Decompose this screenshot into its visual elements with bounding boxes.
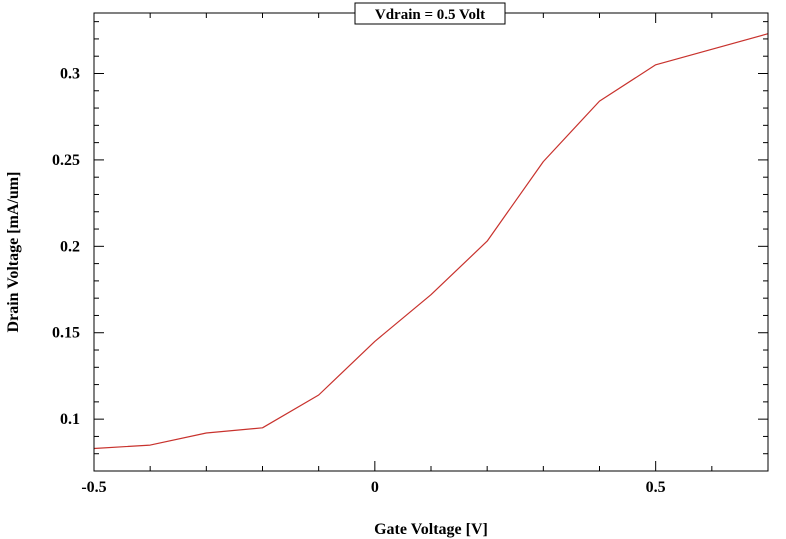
y-tick-label: 0.25	[52, 152, 80, 169]
y-tick-labels: 0.1 0.15 0.2 0.25 0.3	[52, 65, 80, 428]
y-tick-label: 0.3	[60, 65, 80, 82]
y-tick-label: 0.2	[60, 238, 80, 255]
major-ticks	[93, 13, 768, 471]
chart-title-box	[354, 2, 506, 25]
chart-title-text: Vdrain = 0.5 Volt	[375, 7, 485, 23]
plot-frame	[93, 12, 769, 472]
x-tick-label: -0.5	[81, 479, 106, 496]
x-tick-labels: -0.5 0 0.5	[81, 479, 665, 496]
chart-title: Vdrain = 0.5 Volt	[354, 2, 506, 25]
y-tick-label: 0.15	[52, 325, 80, 342]
x-tick-label: 0.5	[646, 479, 666, 496]
x-tick-label: 0	[371, 479, 379, 496]
minor-ticks	[94, 13, 769, 471]
y-axis-label: Drain Voltage [mA/um]	[5, 172, 22, 333]
series-layer	[93, 33, 769, 450]
series-line	[93, 33, 769, 450]
y-tick-label: 0.1	[60, 411, 80, 428]
x-axis-label: Gate Voltage [V]	[374, 521, 488, 538]
